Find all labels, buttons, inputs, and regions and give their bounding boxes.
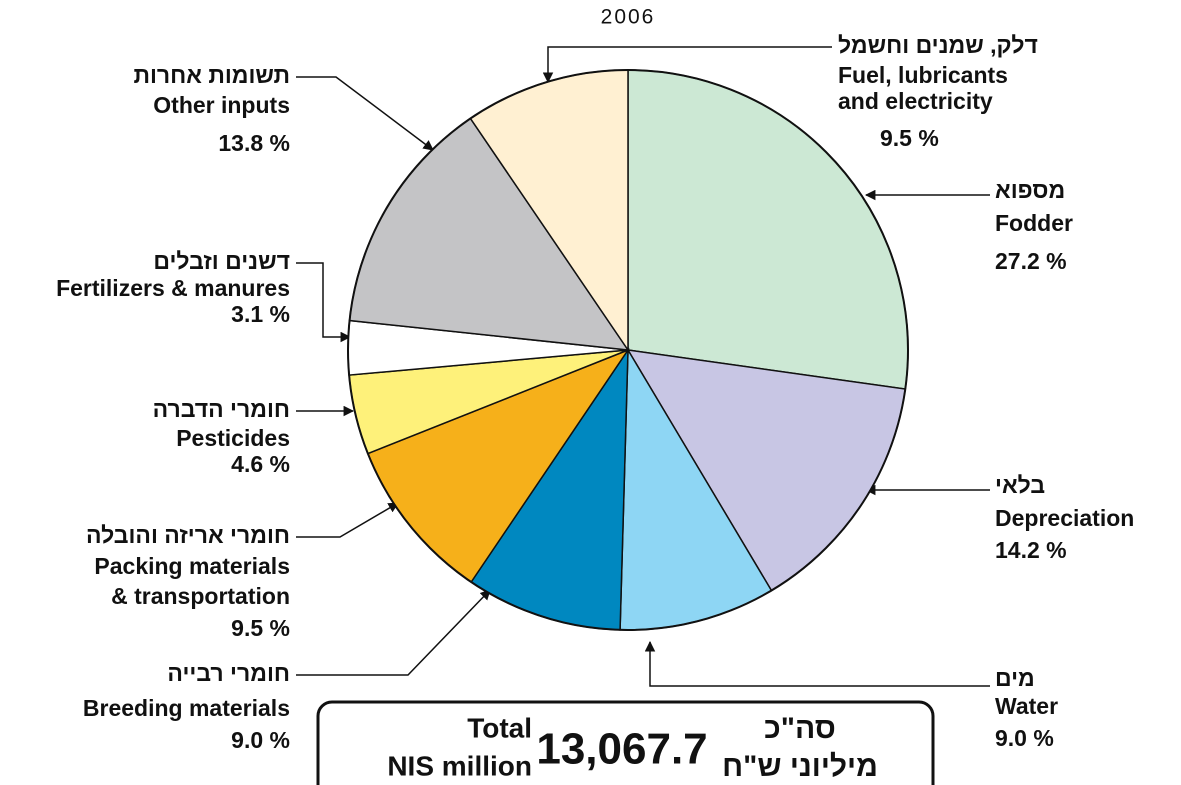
- category-label: & transportation: [111, 583, 290, 609]
- category-label: and electricity: [838, 88, 993, 114]
- category-label: Packing materials: [94, 553, 290, 579]
- total-en: NIS million: [387, 750, 532, 781]
- value-label: 9.0 %: [995, 725, 1054, 751]
- hebrew-label: דשנים וזבלים: [153, 248, 290, 274]
- value-label: 4.6 %: [231, 451, 290, 477]
- value-label: 27.2 %: [995, 248, 1067, 274]
- category-label: Depreciation: [995, 505, 1134, 531]
- category-label: Pesticides: [176, 425, 290, 451]
- leaders: [296, 46, 990, 687]
- hebrew-label: חומרי הדברה: [153, 396, 290, 422]
- total-he: סה"כ: [764, 712, 836, 745]
- category-label: Fodder: [995, 210, 1073, 236]
- category-label: Breeding materials: [83, 695, 290, 721]
- hebrew-label: תשומות אחרות: [133, 62, 290, 88]
- hebrew-label: חומרי רבייה: [167, 660, 290, 686]
- subtitle: 2006: [601, 6, 656, 29]
- value-label: 9.5 %: [231, 615, 290, 641]
- hebrew-label: דלק, שמנים וחשמל: [838, 32, 1038, 58]
- total-he: מיליוני ש"ח: [722, 750, 878, 783]
- total-value: 13,067.7: [536, 725, 707, 774]
- hebrew-label: מים: [995, 665, 1035, 691]
- category-label: Water: [995, 693, 1058, 719]
- total-box: [316, 700, 935, 785]
- value-label: 9.5 %: [880, 125, 939, 151]
- pie-slice: [627, 69, 909, 390]
- value-label: 3.1 %: [231, 301, 290, 327]
- pie-outline: [347, 69, 909, 631]
- total-en: Total: [467, 712, 532, 743]
- category-label: Fuel, lubricants: [838, 62, 1008, 88]
- hebrew-label: חומרי אריזה והובלה: [86, 522, 290, 548]
- category-label: Other inputs: [153, 92, 290, 118]
- value-label: 14.2 %: [995, 537, 1067, 563]
- category-label: Fertilizers & manures: [56, 275, 290, 301]
- hebrew-label: מספוא: [995, 177, 1065, 203]
- value-label: 13.8 %: [218, 130, 290, 156]
- hebrew-label: בלאי: [995, 472, 1045, 498]
- value-label: 9.0 %: [231, 727, 290, 753]
